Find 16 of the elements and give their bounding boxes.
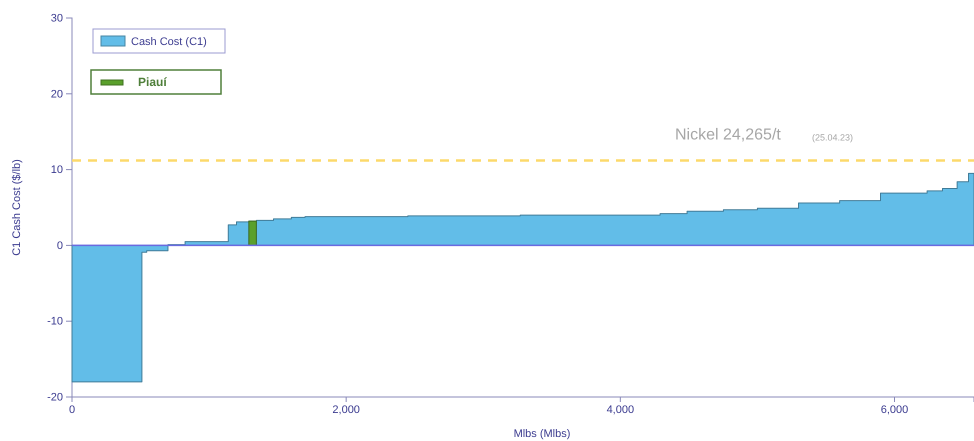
ref-line-label: Nickel 24,265/t	[675, 126, 782, 144]
y-tick-label: 10	[50, 164, 63, 176]
x-axis-title: Mlbs (Mlbs)	[514, 428, 570, 440]
y-axis-title: C1 Cash Cost ($/lb)	[11, 159, 23, 256]
y-tick-label: -10	[47, 316, 63, 328]
y-tick-label: 20	[50, 88, 63, 100]
x-tick-label: 6,000	[880, 404, 908, 416]
annotation: (25.04.23)	[812, 132, 854, 143]
x-tick-label: 4,000	[606, 404, 634, 416]
y-tick-label: -20	[47, 392, 63, 404]
legend-label: Cash Cost (C1)	[131, 36, 207, 48]
legend-label: Piauí	[138, 75, 168, 89]
x-tick-label: 0	[68, 404, 76, 416]
y-tick-label: 0	[56, 240, 63, 252]
x-tick-label: 2,000	[332, 404, 360, 416]
y-tick-label: 30	[50, 12, 63, 25]
